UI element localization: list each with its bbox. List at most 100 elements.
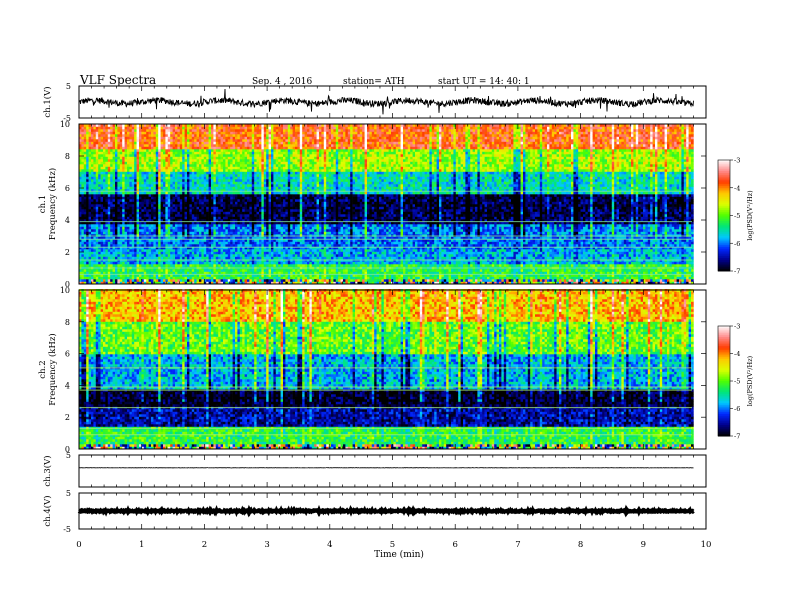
spectrogram-cell [132, 277, 135, 280]
spectrogram-cell [254, 252, 257, 255]
spectrogram-cell [218, 199, 221, 202]
spectrogram-cell [180, 209, 183, 212]
spectrogram-cell [228, 127, 231, 130]
spectrogram-cell [204, 167, 207, 170]
spectrogram-cell [139, 142, 142, 145]
spectrogram-cell [101, 227, 104, 230]
spectrogram-cell [149, 214, 152, 217]
spectrogram-cell [230, 157, 233, 160]
spectrogram-cell [113, 264, 116, 267]
spectrogram-cell [247, 244, 250, 247]
spectrogram-cell [103, 244, 106, 247]
spectrogram-cell [185, 127, 188, 130]
spectrogram-cell [252, 254, 255, 257]
spectrogram-cell [141, 264, 144, 267]
spectrogram-cell [225, 199, 228, 202]
spectrogram-cell [110, 272, 113, 275]
spectrogram-cell [194, 127, 197, 130]
spectrogram-cell [96, 269, 99, 272]
spectrogram-cell [86, 149, 89, 152]
spectrogram-cell [259, 244, 262, 247]
spectrogram-cell [141, 144, 144, 147]
spectrogram-cell [149, 157, 152, 160]
spectrogram-cell [230, 214, 233, 217]
spectrogram-cell [230, 197, 233, 200]
spectrogram-cell [86, 252, 89, 255]
spectrogram-cell [153, 144, 156, 147]
spectrogram-cell [110, 217, 113, 220]
spectrogram-cell [122, 209, 125, 212]
spectrogram-cell [240, 242, 243, 245]
spectrogram-cell [259, 227, 262, 230]
spectrogram-cell [115, 249, 118, 252]
spectrogram-cell [122, 164, 125, 167]
spectrogram-cell [168, 272, 171, 275]
spectrogram-cell [101, 254, 104, 257]
spectrogram-cell [175, 207, 178, 210]
spectrogram-cell [132, 269, 135, 272]
spectrogram-cell [228, 162, 231, 165]
spectrogram-cell [259, 127, 262, 130]
spectrogram-cell [129, 197, 132, 200]
spectrogram-cell [173, 177, 176, 180]
spectrogram-cell [201, 252, 204, 255]
spectrogram-cell [117, 142, 120, 145]
spectrogram-cell [185, 134, 188, 137]
spectrogram-cell [132, 129, 135, 132]
spectrogram-cell [144, 194, 147, 197]
spectrogram-cell [254, 164, 257, 167]
spectrogram-cell [127, 147, 130, 150]
spectrogram-cell [233, 229, 236, 232]
spectrogram-cell [216, 149, 219, 152]
spectrogram-cell [91, 192, 94, 195]
spectrogram-cell [141, 254, 144, 257]
spectrogram-cell [91, 224, 94, 227]
spectrogram-cell [139, 262, 142, 265]
spectrogram-cell [127, 202, 130, 205]
spectrogram-cell [101, 204, 104, 207]
spectrogram-cell [252, 127, 255, 130]
spectrogram-cell [233, 242, 236, 245]
spectrogram-cell [211, 229, 214, 232]
spectrogram-cell [201, 174, 204, 177]
spectrogram-cell [98, 209, 101, 212]
spectrogram-cell [134, 227, 137, 230]
spectrogram-cell [223, 227, 226, 230]
spectrogram-cell [129, 249, 132, 252]
spectrogram-cell [125, 147, 128, 150]
spectrogram-cell [117, 179, 120, 182]
spectrogram-cell [137, 144, 140, 147]
spectrogram-cell [249, 199, 252, 202]
spectrogram-cell [242, 217, 245, 220]
spectrogram-cell [170, 232, 173, 235]
spectrogram-cell [233, 129, 236, 132]
spectrogram-cell [84, 257, 87, 260]
spectrogram-cell [144, 184, 147, 187]
spectrogram-cell [225, 167, 228, 170]
spectrogram-cell [249, 194, 252, 197]
spectrogram-cell [113, 279, 116, 282]
spectrogram-cell [81, 279, 84, 282]
spectrogram-cell [225, 202, 228, 205]
spectrogram-cell [108, 127, 111, 130]
spectrogram-cell [120, 177, 123, 180]
spectrogram-cell [105, 227, 108, 230]
spectrogram-cell [134, 192, 137, 195]
spectrogram-cell [125, 127, 128, 130]
spectrogram-cell [151, 152, 154, 155]
spectrogram-cell [182, 214, 185, 217]
spectrogram-cell [127, 232, 130, 235]
spectrogram-cell [259, 257, 262, 260]
spectrogram-cell [237, 199, 240, 202]
spectrogram-cell [206, 227, 209, 230]
spectrogram-cell [149, 249, 152, 252]
spectrogram-cell [115, 147, 118, 150]
spectrogram-cell [228, 229, 231, 232]
spectrogram-cell [259, 142, 262, 145]
spectrogram-cell [252, 144, 255, 147]
spectrogram-cell [211, 137, 214, 140]
spectrogram-cell [233, 164, 236, 167]
spectrogram-cell [187, 194, 190, 197]
spectrogram-cell [165, 254, 168, 257]
spectrogram-cell [252, 257, 255, 260]
